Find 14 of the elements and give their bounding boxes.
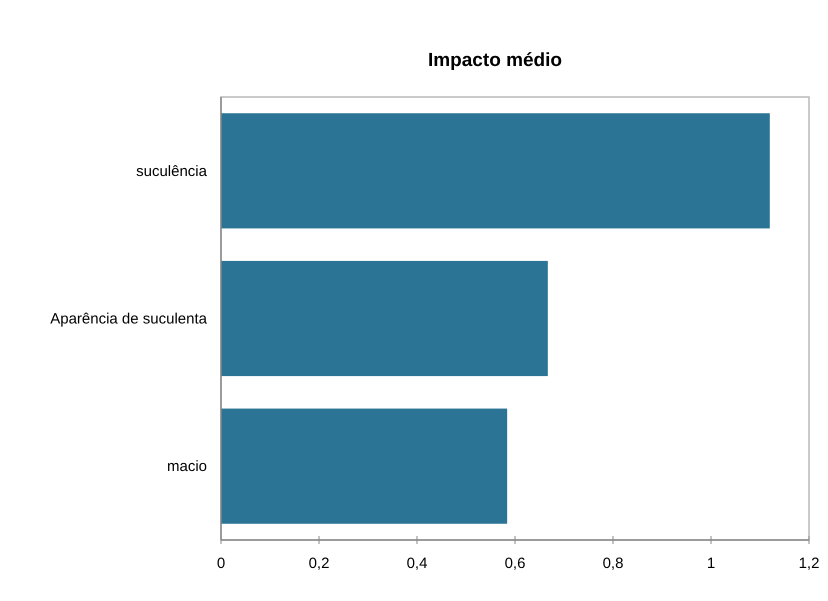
x-tick-label: 1: [706, 555, 716, 572]
x-tick-label: 0,2: [308, 555, 330, 572]
x-tick-label: 1,2: [798, 555, 820, 572]
y-tick-label: suculência: [136, 162, 208, 180]
bar: [221, 113, 770, 228]
x-tick-label: 0,8: [602, 555, 624, 572]
bar: [221, 260, 548, 376]
x-tick-label: 0,4: [406, 555, 428, 572]
chart-title: Impacto médio: [428, 50, 562, 71]
y-tick-label: Aparência de suculenta: [50, 310, 208, 328]
bar: [221, 408, 508, 524]
x-tick-label: 0,6: [504, 555, 526, 572]
y-tick-label: macio: [166, 458, 207, 476]
x-tick-label: 0: [216, 555, 226, 572]
